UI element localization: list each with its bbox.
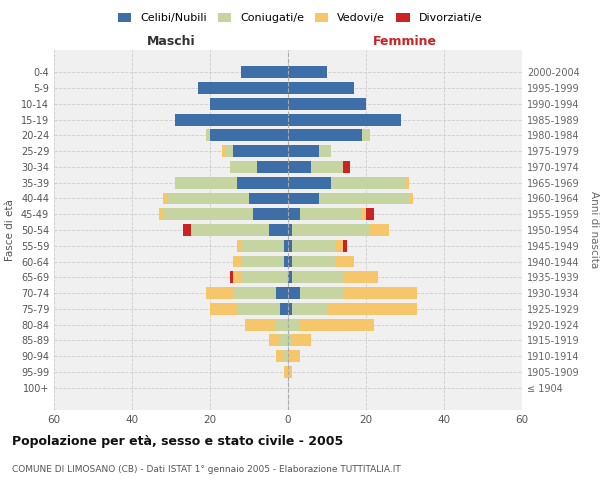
Bar (284, 366, 288, 378)
Bar (288, 114, 401, 126)
Bar (245, 318, 277, 330)
Bar (238, 177, 288, 188)
Text: COMUNE DI LIMOSANO (CB) - Dati ISTAT 1° gennaio 2005 - Elaborazione TUTTITALIA.I: COMUNE DI LIMOSANO (CB) - Dati ISTAT 1° … (12, 465, 401, 474)
Bar (288, 82, 354, 94)
Bar (288, 192, 319, 204)
Bar (269, 224, 288, 236)
Bar (292, 303, 327, 315)
Bar (269, 334, 280, 346)
Bar (288, 350, 300, 362)
Bar (288, 256, 292, 268)
Bar (241, 272, 288, 283)
Bar (206, 287, 233, 299)
Bar (233, 145, 288, 157)
Bar (405, 177, 409, 188)
Bar (288, 240, 292, 252)
Bar (253, 208, 288, 220)
Bar (167, 192, 249, 204)
Bar (163, 192, 167, 204)
Bar (288, 318, 300, 330)
Bar (226, 145, 233, 157)
Bar (327, 303, 416, 315)
Bar (210, 130, 288, 141)
Bar (280, 334, 288, 346)
Bar (233, 256, 241, 268)
Bar (198, 82, 288, 94)
Bar (288, 208, 300, 220)
Bar (241, 256, 284, 268)
Y-axis label: Fasce di età: Fasce di età (5, 199, 15, 261)
Legend: Celibi/Nubili, Coniugati/e, Vedovi/e, Divorziati/e: Celibi/Nubili, Coniugati/e, Vedovi/e, Di… (113, 8, 487, 28)
Bar (288, 287, 300, 299)
Bar (319, 145, 331, 157)
Bar (288, 366, 292, 378)
Bar (229, 272, 233, 283)
Bar (241, 240, 284, 252)
Bar (409, 192, 413, 204)
Bar (366, 208, 374, 220)
Bar (370, 224, 389, 236)
Bar (182, 224, 191, 236)
Bar (288, 224, 292, 236)
Bar (300, 318, 374, 330)
Bar (288, 66, 327, 78)
Text: Popolazione per età, sesso e stato civile - 2005: Popolazione per età, sesso e stato civil… (12, 435, 343, 448)
Bar (175, 177, 238, 188)
Bar (277, 318, 288, 330)
Bar (288, 272, 292, 283)
Bar (319, 192, 409, 204)
Bar (288, 161, 311, 173)
Bar (331, 177, 405, 188)
Bar (284, 256, 288, 268)
Bar (300, 208, 362, 220)
Bar (229, 161, 257, 173)
Bar (335, 240, 343, 252)
Bar (300, 287, 343, 299)
Bar (288, 177, 331, 188)
Bar (175, 114, 288, 126)
Bar (280, 303, 288, 315)
Bar (343, 161, 350, 173)
Bar (292, 334, 311, 346)
Bar (311, 161, 343, 173)
Bar (335, 256, 354, 268)
Y-axis label: Anni di nascita: Anni di nascita (589, 192, 599, 268)
Bar (343, 240, 347, 252)
Text: Maschi: Maschi (146, 34, 196, 48)
Bar (222, 145, 226, 157)
Bar (362, 208, 366, 220)
Bar (277, 350, 284, 362)
Bar (288, 303, 292, 315)
Bar (343, 272, 378, 283)
Bar (288, 334, 292, 346)
Bar (206, 130, 210, 141)
Bar (233, 272, 241, 283)
Bar (191, 224, 269, 236)
Bar (292, 272, 343, 283)
Bar (288, 145, 319, 157)
Bar (292, 256, 335, 268)
Bar (210, 303, 238, 315)
Bar (233, 287, 277, 299)
Bar (238, 240, 241, 252)
Bar (288, 98, 366, 110)
Bar (257, 161, 288, 173)
Bar (277, 287, 288, 299)
Bar (284, 240, 288, 252)
Bar (362, 130, 370, 141)
Bar (292, 224, 370, 236)
Bar (249, 192, 288, 204)
Bar (163, 208, 253, 220)
Text: Femmine: Femmine (373, 34, 437, 48)
Bar (288, 130, 362, 141)
Bar (210, 98, 288, 110)
Bar (284, 350, 288, 362)
Bar (238, 303, 280, 315)
Bar (241, 66, 288, 78)
Bar (292, 240, 335, 252)
Bar (343, 287, 417, 299)
Bar (160, 208, 163, 220)
